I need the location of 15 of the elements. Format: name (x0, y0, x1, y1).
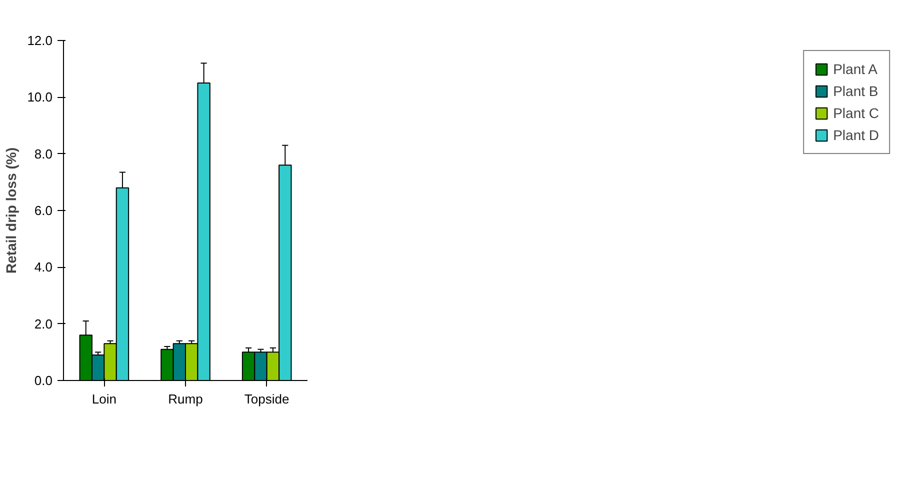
x-tick-label: Loin (92, 392, 116, 406)
y-tick-label: 12.0 (27, 33, 53, 48)
y-tick-label: 6.0 (34, 203, 53, 218)
y-tick-label: 4.0 (34, 260, 53, 275)
legend-label: Plant D (833, 127, 879, 143)
y-tick-label: 0.0 (34, 373, 53, 388)
legend-label: Plant A (833, 61, 878, 77)
y-tick-label: 2.0 (34, 316, 53, 332)
y-axis-title: Retail drip loss (%) (3, 147, 20, 274)
legend-label: Plant C (833, 105, 879, 121)
y-tick-label: 8.0 (34, 146, 53, 162)
legend-label: Plant B (833, 83, 878, 99)
y-tick-label: 10.0 (27, 90, 53, 105)
x-tick-label: Rump (168, 392, 203, 406)
x-tick-label: Topside (244, 392, 290, 406)
